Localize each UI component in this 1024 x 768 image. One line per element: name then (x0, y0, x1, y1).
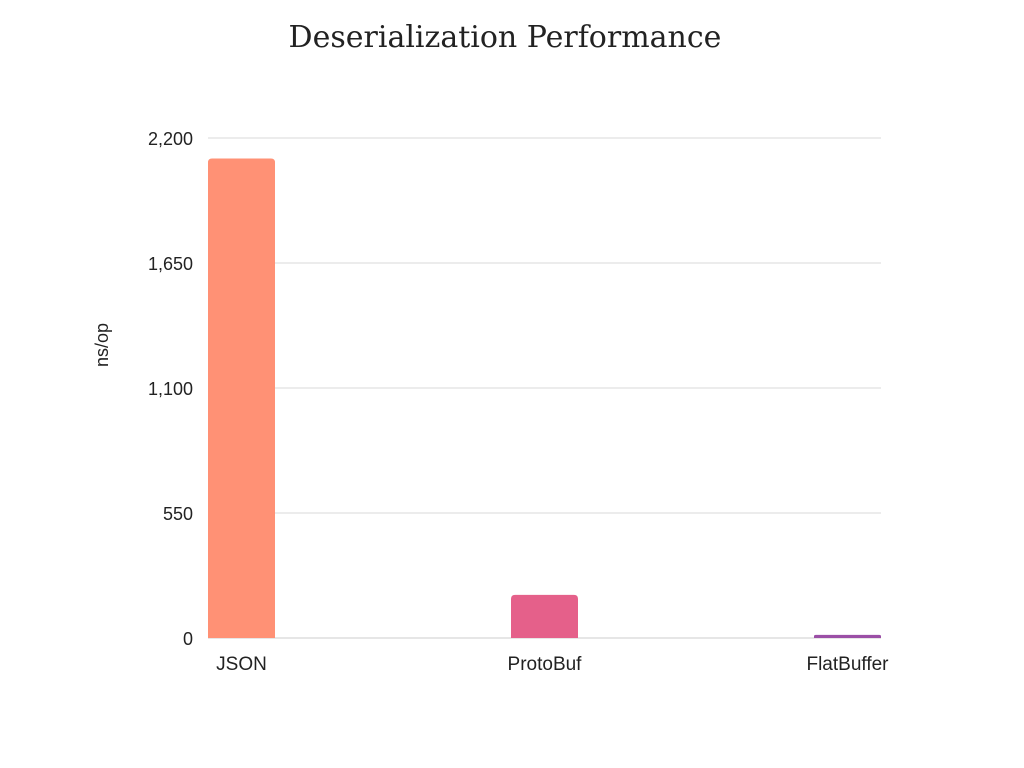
bar-protobuf (511, 594, 578, 638)
x-tick-label: JSON (216, 654, 267, 675)
bar-json (208, 158, 275, 639)
x-tick-label: ProtoBuf (508, 654, 583, 675)
bar-flatbuffer (814, 634, 881, 638)
y-tick-label: 0 (183, 629, 193, 649)
chart-title: Deserialization Performance (288, 20, 722, 55)
y-tick-label: 1,650 (148, 254, 193, 274)
y-tick-label: 1,100 (148, 379, 193, 399)
y-axis-label: ns/op (92, 323, 112, 367)
y-tick-label: 2,200 (148, 129, 193, 149)
y-tick-label: 550 (163, 504, 193, 524)
x-tick-label: FlatBuffer (806, 654, 889, 675)
